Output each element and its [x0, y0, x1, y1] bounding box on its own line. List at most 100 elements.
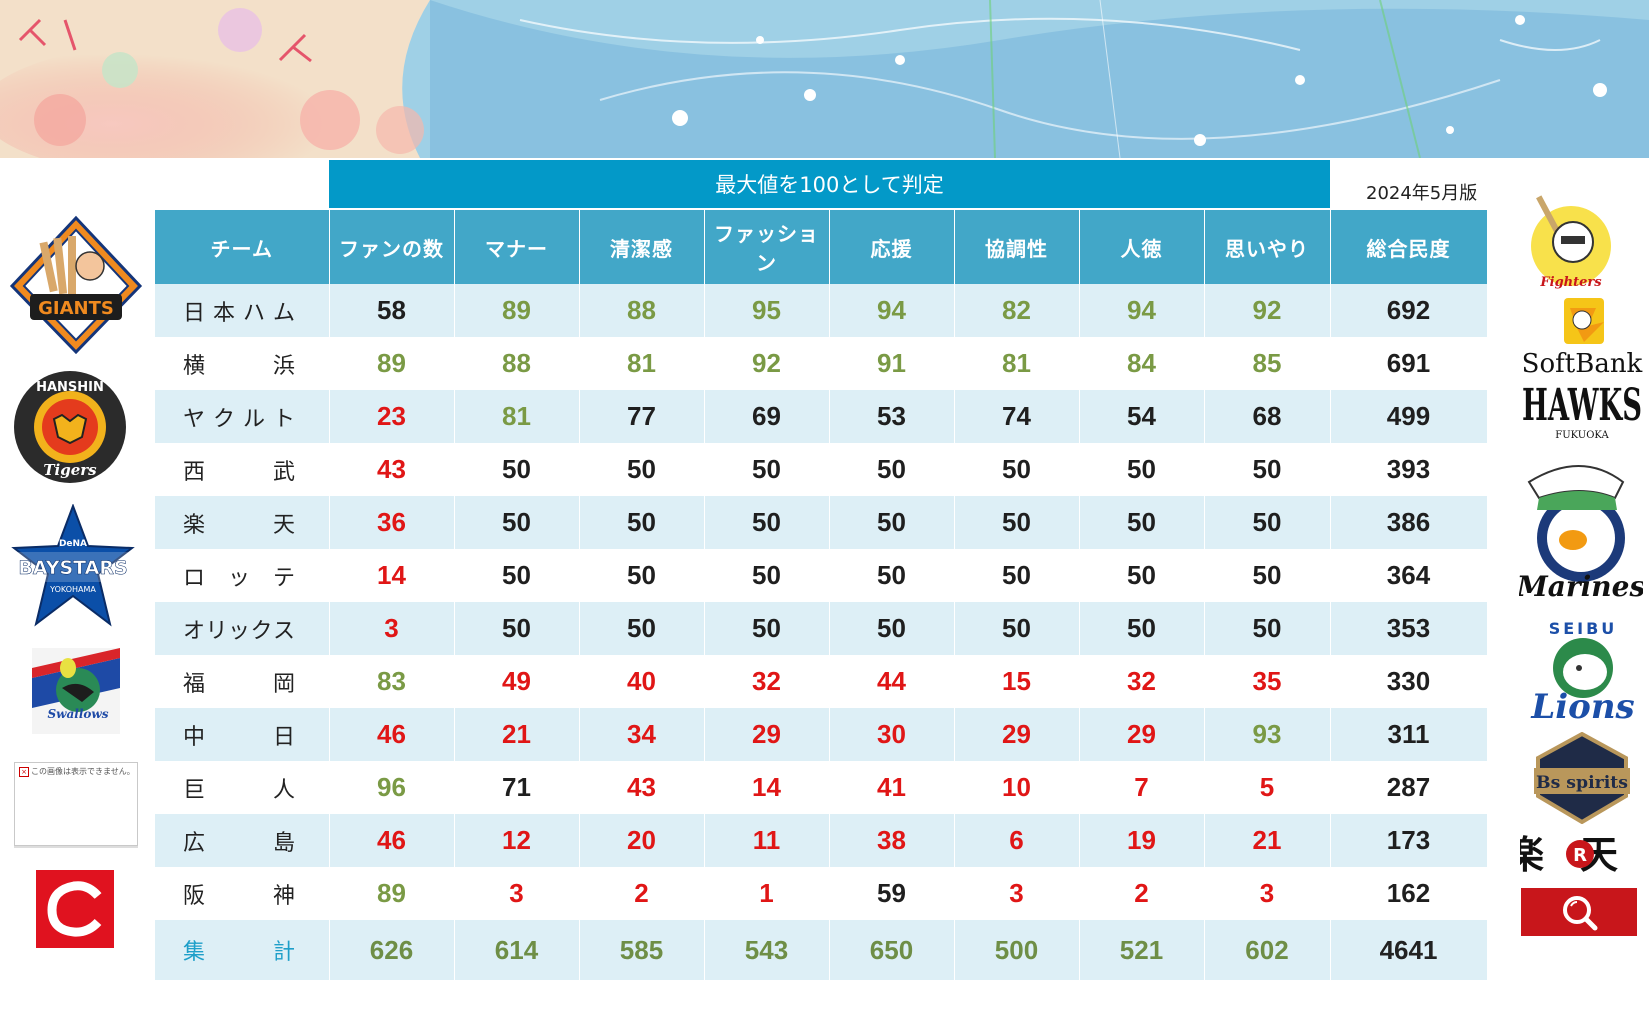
score-cell: 74: [954, 390, 1080, 443]
score-cell: 44: [829, 655, 955, 708]
team-name-char: 天: [272, 512, 295, 538]
team-name: 阪神: [155, 867, 330, 920]
score-cell: 50: [579, 602, 705, 655]
team-name-char: 日: [272, 724, 295, 750]
table-row: 楽天 36 50 50 50 50 50 50 50 386: [155, 496, 1488, 549]
score-cell: 91: [829, 337, 955, 390]
score-cell: 6: [954, 814, 1080, 867]
score-cell: 50: [954, 443, 1080, 496]
team-name: 広島: [155, 814, 330, 867]
fighters-logo: Fighters: [1527, 188, 1615, 292]
team-name-char: 本: [212, 300, 235, 326]
score-cell: 89: [329, 867, 455, 920]
team-name-char: 人: [272, 777, 295, 803]
column-header: 総合民度: [1330, 210, 1488, 284]
score-cell: 50: [829, 549, 955, 602]
team-name-char: 中: [183, 724, 206, 750]
score-cell: 41: [829, 761, 955, 814]
team-name: 集計: [155, 920, 330, 980]
score-cell: 50: [1204, 549, 1331, 602]
score-cell: 19: [1079, 814, 1205, 867]
score-cell: 32: [1079, 655, 1205, 708]
table-caption: 最大値を100として判定: [329, 160, 1330, 208]
summary-cell: 614: [454, 920, 580, 980]
team-name-char: ロ: [183, 565, 206, 591]
broken-image-placeholder: × この画像は表示できません。: [14, 762, 138, 846]
score-cell: 94: [1079, 284, 1205, 337]
rakuten-logo: 楽天 R: [1520, 830, 1640, 876]
baystars-logo: DeNA BAYSTARS YOKOHAMA: [10, 504, 136, 630]
summary-cell: 626: [329, 920, 455, 980]
score-cell: 81: [579, 337, 705, 390]
score-cell: 20: [579, 814, 705, 867]
table-row: 巨人 96 71 43 14 41 10 7 5 287: [155, 761, 1488, 814]
score-cell: 43: [329, 443, 455, 496]
team-name-char: ク: [212, 406, 235, 432]
team-name-char: ト: [272, 406, 295, 432]
score-cell: 50: [1079, 602, 1205, 655]
score-cell: 38: [829, 814, 955, 867]
column-header: ファンの数: [329, 210, 455, 284]
team-name-char: 武: [272, 459, 295, 485]
fukuoka-text: FUKUOKA: [1555, 430, 1609, 441]
team-name-char: 福: [183, 671, 206, 697]
total-score-cell: 691: [1330, 337, 1488, 390]
summary-cell: 585: [579, 920, 705, 980]
rakuten-r-mark: R: [1573, 845, 1587, 866]
hanshin-bottom-text: Tigers: [43, 461, 97, 479]
score-cell: 85: [1204, 337, 1331, 390]
summary-cell: 500: [954, 920, 1080, 980]
team-name-char: ク: [250, 618, 273, 644]
score-cell: 50: [829, 443, 955, 496]
total-score-cell: 393: [1330, 443, 1488, 496]
table-row: 広島 46 12 20 11 38 6 19 21 173: [155, 814, 1488, 867]
table-row: 西武 43 50 50 50 50 50 50 50 393: [155, 443, 1488, 496]
search-icon: [1563, 896, 1598, 931]
swallows-text: Swallows: [48, 707, 109, 721]
score-cell: 3: [329, 602, 455, 655]
score-cell: 3: [454, 867, 580, 920]
column-header: ファッション: [704, 210, 830, 284]
score-cell: 53: [829, 390, 955, 443]
softbank-text: SoftBank: [1522, 349, 1643, 379]
summary-row: 集計 626 614 585 543 650 500 521 602 4641: [155, 920, 1488, 980]
score-cell: 50: [579, 496, 705, 549]
score-cell: 35: [1204, 655, 1331, 708]
total-score-cell: 386: [1330, 496, 1488, 549]
score-cell: 21: [454, 708, 580, 761]
team-name-char: 神: [272, 883, 295, 909]
score-cell: 50: [454, 443, 580, 496]
team-name: 巨人: [155, 761, 330, 814]
column-header: チーム: [155, 210, 330, 284]
hawks-text: HAWKS: [1522, 380, 1642, 431]
score-cell: 50: [954, 549, 1080, 602]
score-cell: 77: [579, 390, 705, 443]
score-cell: 50: [1079, 443, 1205, 496]
team-name-char: 集: [183, 940, 206, 965]
score-cell: 21: [1204, 814, 1331, 867]
score-cell: 2: [579, 867, 705, 920]
carp-logo: [36, 870, 114, 948]
score-cell: 50: [829, 602, 955, 655]
score-cell: 50: [704, 443, 830, 496]
search-button[interactable]: [1521, 888, 1637, 936]
table-row: ヤクルト 23 81 77 69 53 74 54 68 499: [155, 390, 1488, 443]
score-cell: 36: [329, 496, 455, 549]
score-cell: 15: [954, 655, 1080, 708]
team-name-char: 計: [272, 940, 295, 965]
score-cell: 10: [954, 761, 1080, 814]
score-cell: 49: [454, 655, 580, 708]
summary-cell: 650: [829, 920, 955, 980]
table-row: オリックス 3 50 50 50 50 50 50 50 353: [155, 602, 1488, 655]
buffaloes-logo: Bs spirits: [1530, 732, 1634, 824]
score-cell: 71: [454, 761, 580, 814]
baystars-text: BAYSTARS: [18, 557, 127, 579]
score-cell: 29: [1079, 708, 1205, 761]
score-cell: 89: [329, 337, 455, 390]
team-name-char: 巨: [183, 777, 206, 803]
team-name-char: リ: [205, 618, 228, 644]
score-cell: 14: [329, 549, 455, 602]
score-cell: 50: [1204, 602, 1331, 655]
table-row: 福岡 83 49 40 32 44 15 32 35 330: [155, 655, 1488, 708]
score-cell: 50: [1079, 549, 1205, 602]
